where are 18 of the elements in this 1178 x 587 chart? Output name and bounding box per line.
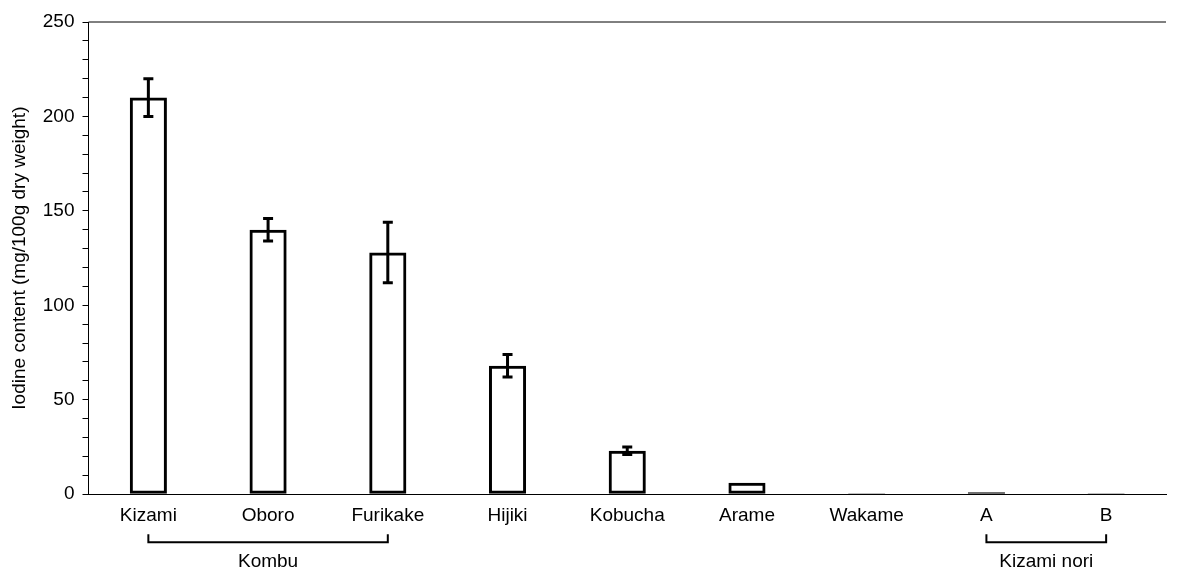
x-tick-label: Oboro <box>241 503 295 525</box>
x-tick-label: Hijiki <box>487 503 528 525</box>
x-tick-label: Arame <box>718 503 775 525</box>
text: Kombu <box>237 549 299 571</box>
text: Kizami nori <box>999 549 1094 571</box>
y-tick-label: 150 <box>42 199 75 221</box>
y-tick-label: 250 <box>42 10 75 32</box>
x-tick-label: Kizami <box>119 503 177 525</box>
x-tick-label: B <box>1099 503 1113 525</box>
y-tick-label: 50 <box>53 387 75 409</box>
x-tick-label: A <box>980 503 994 525</box>
x-tick-label: Wakame <box>829 503 904 525</box>
x-tick-label: Kobucha <box>589 503 666 525</box>
y-tick-label: 0 <box>63 482 75 504</box>
x-tick-label: Furikake <box>351 503 425 525</box>
y-tick-label: 200 <box>42 104 75 126</box>
y-tick-label: 100 <box>42 293 75 315</box>
y-axis-title: Iodine content (mg/100g dry weight) <box>7 106 29 410</box>
